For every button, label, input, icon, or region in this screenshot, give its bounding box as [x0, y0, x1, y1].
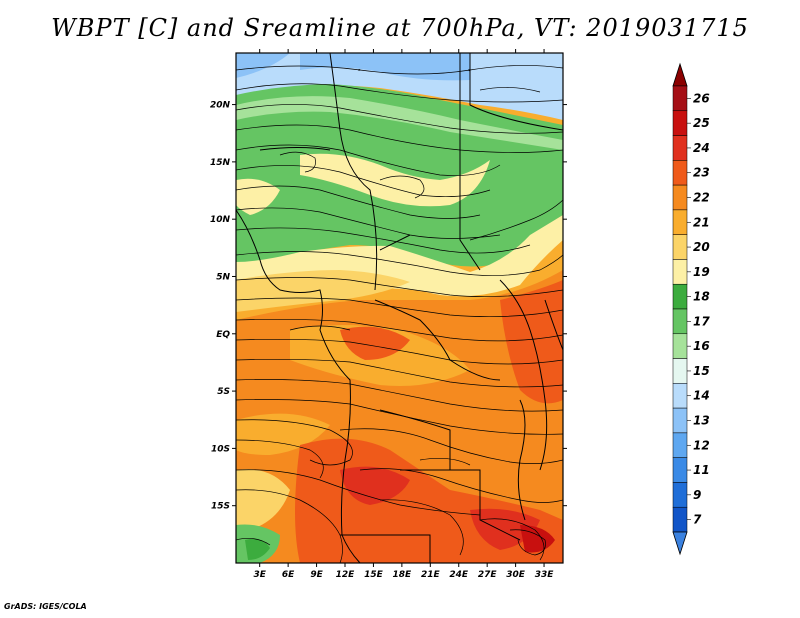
colorbar-label: 18	[693, 290, 710, 304]
lon-tick-label: 30E	[506, 570, 526, 580]
lat-tick-label: 15S	[211, 502, 230, 512]
colorbar-swatch	[672, 160, 688, 186]
lat-tick-label: 10N	[210, 215, 231, 225]
colorbar-label: 19	[693, 265, 710, 279]
colorbar: 26 25 24 23 22 21 20 19 18 17 16 15 14 13 12 11 9 7	[672, 62, 710, 556]
colorbar-label: 15	[693, 364, 710, 378]
grads-credit: GrADS: IGES/COLA	[4, 602, 87, 611]
colorbar-swatch	[672, 234, 688, 260]
plot-frame	[235, 52, 564, 564]
colorbar-swatch	[672, 85, 688, 112]
chart-title: WBPT [C] and Sreamline at 700hPa, VT: 20…	[51, 14, 749, 42]
colorbar-swatch	[672, 209, 688, 235]
lat-tick-label: 15N	[210, 158, 231, 168]
political-borders	[236, 53, 563, 563]
colorbar-top-arrow	[672, 62, 688, 87]
streamlines	[236, 65, 563, 563]
colorbar-label: 16	[693, 339, 710, 353]
lon-tick-label: 12E	[336, 570, 356, 580]
lat-tick-label: 20N	[210, 101, 231, 111]
colorbar-swatch	[672, 283, 688, 310]
colorbar-label: 25	[693, 116, 710, 130]
lon-tick-label: 9E	[310, 570, 323, 580]
colorbar-swatch	[672, 110, 688, 136]
colorbar-label: 14	[693, 389, 710, 403]
colorbar-label: 20	[693, 240, 710, 254]
lat-tick-label: 10S	[211, 444, 230, 454]
colorbar-swatch	[672, 457, 688, 483]
lat-tick-label: 5S	[217, 387, 230, 397]
colorbar-label: 23	[693, 166, 710, 180]
colorbar-label: 21	[693, 215, 710, 229]
wbpt-cool-region	[236, 53, 563, 120]
colorbar-swatch	[672, 432, 688, 458]
colorbar-label: 17	[693, 314, 710, 328]
colorbar-swatch	[672, 482, 688, 508]
lon-tick-label: 21E	[421, 570, 441, 580]
colorbar-swatch	[672, 407, 688, 434]
colorbar-label: 24	[693, 141, 710, 155]
colorbar-swatch	[672, 135, 688, 161]
lon-tick-label: 3E	[253, 570, 266, 580]
lon-tick-label: 15E	[364, 570, 384, 580]
longitude-axis: 3E 6E 9E 12E 15E 18E 21E 24E 27E 30E 33E	[253, 49, 554, 580]
lon-tick-label: 6E	[282, 570, 295, 580]
lon-tick-label: 24E	[449, 570, 469, 580]
colorbar-swatch	[672, 506, 688, 533]
colorbar-bottom-arrow	[672, 531, 688, 556]
lat-tick-label: 5N	[216, 272, 230, 282]
colorbar-swatch	[672, 308, 688, 335]
colorbar-label: 22	[693, 191, 710, 205]
colorbar-label: 9	[693, 488, 701, 502]
colorbar-swatch	[672, 383, 688, 409]
colorbar-label: 26	[693, 91, 710, 105]
colorbar-swatch	[672, 333, 688, 359]
colorbar-label: 12	[693, 438, 710, 452]
colorbar-swatch	[672, 358, 688, 384]
latitude-axis: 20N 15N 10N 5N EQ 5S 10S 15S	[210, 101, 567, 512]
lon-tick-label: 27E	[478, 570, 498, 580]
lon-tick-label: 18E	[393, 570, 413, 580]
colorbar-label: 11	[693, 463, 710, 477]
colorbar-label: 13	[693, 414, 710, 428]
colorbar-label: 7	[693, 513, 702, 527]
colorbar-swatch	[672, 259, 688, 285]
colorbar-swatch	[672, 184, 688, 211]
lat-tick-label: EQ	[216, 330, 230, 340]
lon-tick-label: 33E	[535, 570, 555, 580]
